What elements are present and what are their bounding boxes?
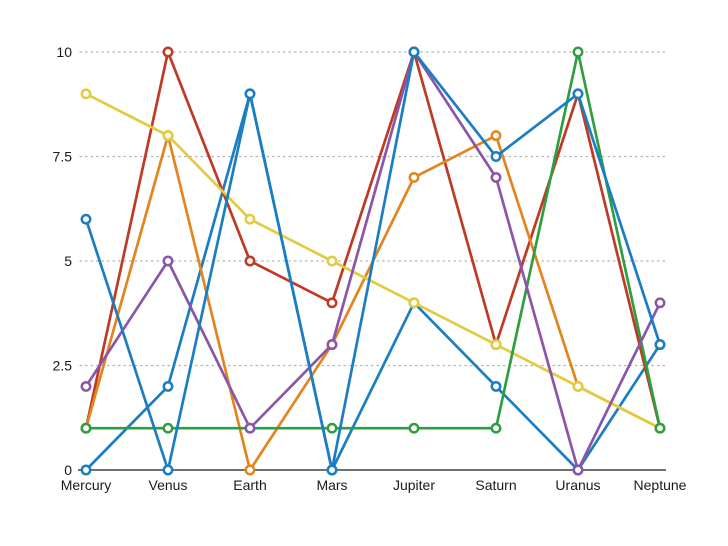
data-point-blue-secondary-mercury xyxy=(80,464,92,476)
series-line-yellow xyxy=(84,92,662,430)
series-green xyxy=(80,46,666,434)
data-point-green-venus xyxy=(162,422,174,434)
data-point-green-neptune xyxy=(654,422,666,434)
y-axis-labels: 0 2.5 5 7.5 10 xyxy=(53,44,73,478)
data-point-orange-saturn xyxy=(490,130,502,142)
data-point-purple-neptune xyxy=(654,297,666,309)
data-point-purple-uranus xyxy=(572,464,584,476)
series-line-orange xyxy=(84,134,662,472)
x-category-label: Mercury xyxy=(61,477,112,493)
series-line-green xyxy=(84,50,662,430)
data-point-yellow-uranus xyxy=(572,380,584,392)
y-tick-label: 5 xyxy=(64,253,72,269)
x-category-label: Uranus xyxy=(555,477,600,493)
data-point-blue-primary-mars xyxy=(326,464,338,476)
data-point-purple-venus xyxy=(162,255,174,267)
data-point-green-mercury xyxy=(80,422,92,434)
x-category-label: Saturn xyxy=(475,477,516,493)
series-line-blue-primary xyxy=(84,50,662,472)
data-point-green-mars xyxy=(326,422,338,434)
data-point-green-jupiter xyxy=(408,422,420,434)
y-tick-label: 2.5 xyxy=(53,357,73,373)
x-category-label: Jupiter xyxy=(393,477,435,493)
data-point-blue-secondary-saturn xyxy=(490,380,502,392)
data-point-yellow-mercury xyxy=(80,88,92,100)
series-red xyxy=(80,46,666,434)
data-point-blue-primary-mercury xyxy=(80,213,92,225)
data-point-purple-earth xyxy=(244,422,256,434)
series-line-red xyxy=(84,50,662,430)
series-yellow xyxy=(80,88,666,434)
x-category-label: Earth xyxy=(233,477,266,493)
x-category-label: Venus xyxy=(149,477,188,493)
series-line-blue-secondary xyxy=(84,92,662,472)
data-point-blue-primary-uranus xyxy=(572,88,584,100)
data-point-orange-earth xyxy=(244,464,256,476)
data-point-green-uranus xyxy=(572,46,584,58)
data-point-purple-mars xyxy=(326,339,338,351)
data-point-red-earth xyxy=(244,255,256,267)
series-line-purple xyxy=(84,50,662,472)
series-blue-primary xyxy=(80,46,666,476)
series-orange xyxy=(80,130,666,476)
x-axis-labels: Mercury Venus Earth Mars Jupiter Saturn Uranus… xyxy=(61,477,687,493)
y-tick-label: 7.5 xyxy=(53,148,73,164)
y-tick-label: 10 xyxy=(56,44,72,60)
data-point-yellow-earth xyxy=(244,213,256,225)
data-point-blue-primary-venus xyxy=(162,464,174,476)
data-point-blue-primary-earth xyxy=(244,88,256,100)
data-point-blue-primary-neptune xyxy=(654,339,666,351)
data-point-green-saturn xyxy=(490,422,502,434)
x-category-label: Mars xyxy=(316,477,347,493)
data-point-yellow-venus xyxy=(162,130,174,142)
data-point-red-mars xyxy=(326,297,338,309)
data-point-orange-jupiter xyxy=(408,171,420,183)
y-tick-label: 0 xyxy=(64,462,72,478)
data-point-yellow-mars xyxy=(326,255,338,267)
data-point-purple-saturn xyxy=(490,171,502,183)
data-point-blue-primary-saturn xyxy=(490,151,502,162)
data-point-blue-primary-jupiter xyxy=(408,46,420,58)
data-point-red-venus xyxy=(162,46,174,58)
data-point-yellow-jupiter xyxy=(408,297,420,309)
data-point-blue-secondary-venus xyxy=(162,380,174,392)
x-category-label: Neptune xyxy=(634,477,687,493)
data-point-yellow-saturn xyxy=(490,339,502,351)
data-point-purple-mercury xyxy=(80,380,92,392)
